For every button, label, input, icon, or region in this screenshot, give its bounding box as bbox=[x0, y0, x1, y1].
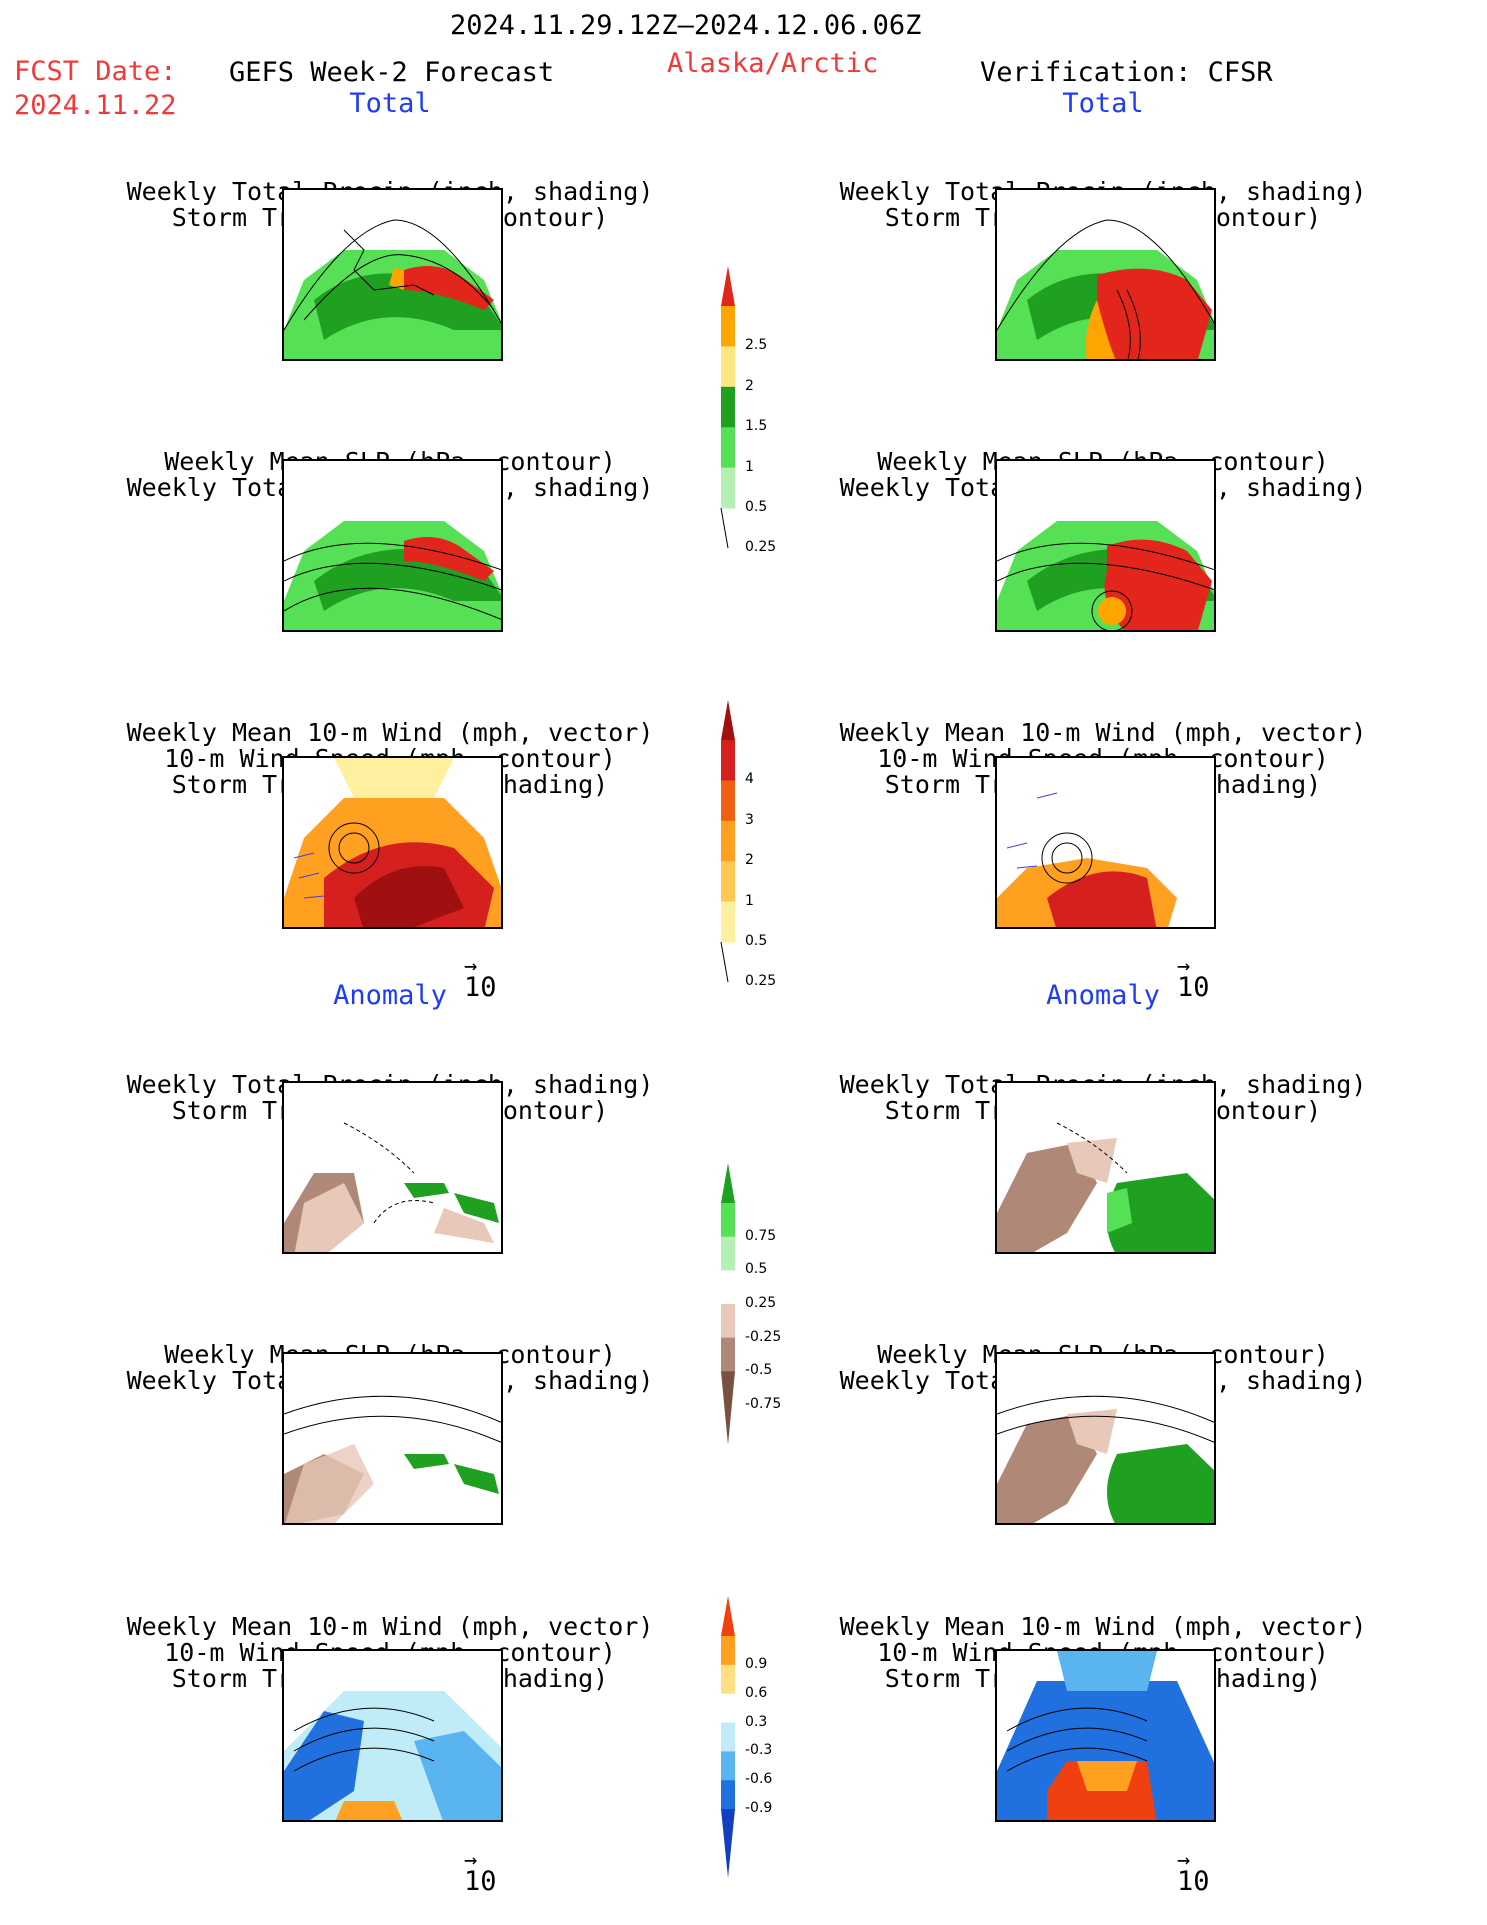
colorbar-tick-label: 0.3 bbox=[745, 1713, 768, 1730]
colorbar-precip-total: 2.5 2 1.5 1 0.5 0.25 bbox=[720, 266, 801, 555]
map-total-precip-cfsr bbox=[995, 188, 1216, 361]
colorbar-tick-label: -0.3 bbox=[745, 1742, 773, 1759]
colorbar-segment bbox=[721, 861, 735, 903]
vector-arrow-icon: → bbox=[1177, 1848, 1191, 1873]
colorbar-bottom-cap bbox=[721, 1809, 735, 1878]
colorbar-tick-label: -0.75 bbox=[745, 1396, 782, 1412]
colorbar-segment bbox=[721, 1337, 735, 1372]
colorbar-segment bbox=[721, 901, 735, 943]
fcst-date-label: FCST Date: bbox=[14, 56, 177, 87]
colorbar-tick-label: -0.9 bbox=[745, 1800, 773, 1817]
colorbar-tick-label: 0.25 bbox=[745, 539, 777, 556]
colorbar-graphic bbox=[721, 1163, 735, 1445]
colorbar-graphic bbox=[720, 266, 735, 549]
colorbar-tick-label: 0.6 bbox=[745, 1684, 768, 1701]
colorbar-tick-label: 0.5 bbox=[745, 499, 768, 515]
colorbar-tick-label: -0.25 bbox=[745, 1328, 782, 1345]
map-total-precip-gefs bbox=[282, 188, 503, 361]
colorbar-tick-label: 0.75 bbox=[745, 1227, 777, 1244]
colorbar-segment bbox=[721, 306, 735, 347]
colorbar-segment bbox=[721, 467, 735, 509]
colorbar-tick-label: 2 bbox=[745, 377, 754, 394]
colorbar-precip-anom: 0.75 0.5 0.25 -0.25 -0.5 -0.75 bbox=[721, 1163, 801, 1445]
fcst-date-value: 2024.11.22 bbox=[14, 90, 177, 121]
section-anomaly-right: Anomaly bbox=[1046, 980, 1160, 1011]
colorbar-tick-label: 2.5 bbox=[745, 337, 768, 354]
colorbar-bottom-cap bbox=[721, 1371, 735, 1445]
map-anom-precip-cfsr bbox=[995, 1081, 1216, 1254]
colorbar-tick-label: 3 bbox=[745, 811, 754, 828]
vector-arrow-icon: → bbox=[1177, 954, 1191, 979]
colorbar-segment bbox=[721, 1780, 735, 1810]
map-anom-wind-cfsr bbox=[995, 1649, 1216, 1822]
colorbar-tick-label: 4 bbox=[745, 771, 754, 788]
vector-arrow-icon: → bbox=[464, 1848, 478, 1873]
colorbar-segment bbox=[721, 740, 735, 781]
colorbar-tail bbox=[720, 941, 729, 983]
colorbar-graphic bbox=[721, 1596, 735, 1878]
colorbar-track-total: 4 3 2 1 0.5 0.25 bbox=[720, 700, 801, 989]
colorbar-tick-label: 0.5 bbox=[745, 1261, 768, 1278]
colorbar-tail bbox=[720, 507, 729, 549]
colorbar-segment bbox=[721, 780, 735, 822]
map-total-slp-gefs bbox=[282, 459, 503, 632]
colorbar-tick-label: 0.5 bbox=[745, 933, 768, 949]
map-anom-slp-cfsr bbox=[995, 1352, 1216, 1525]
colorbar-graphic bbox=[720, 700, 735, 983]
colorbar-tick-label: -0.5 bbox=[745, 1362, 773, 1379]
colorbar-segment bbox=[721, 1751, 735, 1781]
colorbar-segment bbox=[721, 820, 735, 862]
colorbar-tick-label: 0.25 bbox=[745, 1295, 777, 1311]
colorbar-top-cap bbox=[721, 1163, 735, 1203]
colorbar-tick-label: -0.6 bbox=[745, 1771, 773, 1788]
map-anom-wind-gefs bbox=[282, 1649, 503, 1822]
colorbar-top-cap bbox=[721, 266, 735, 306]
map-total-wind-gefs bbox=[282, 756, 503, 929]
colorbar-segment bbox=[721, 1236, 735, 1271]
colorbar-tick-label: 1 bbox=[745, 892, 754, 909]
colorbar-segment bbox=[721, 1693, 735, 1724]
gefs-forecast-title: GEFS Week-2 Forecast bbox=[229, 57, 555, 88]
colorbar-top-cap bbox=[721, 700, 735, 740]
section-anomaly-left: Anomaly bbox=[333, 980, 447, 1011]
map-total-wind-cfsr bbox=[995, 756, 1216, 929]
map-total-slp-cfsr bbox=[995, 459, 1216, 632]
colorbar-segment bbox=[721, 386, 735, 428]
map-anom-precip-gefs bbox=[282, 1081, 503, 1254]
colorbar-tick-label: 0.9 bbox=[745, 1655, 768, 1672]
colorbar-tick-label: 1 bbox=[745, 458, 754, 475]
colorbar-tick-label: 0.25 bbox=[745, 973, 777, 990]
colorbar-top-cap bbox=[721, 1596, 735, 1636]
valid-range-title: 2024.11.29.12Z–2024.12.06.06Z bbox=[450, 10, 922, 41]
colorbar-tick-label: 1.5 bbox=[745, 418, 768, 435]
colorbar-tick-label: 2 bbox=[745, 852, 754, 869]
colorbar-segment bbox=[721, 427, 735, 469]
vector-arrow-icon: → bbox=[464, 954, 478, 979]
colorbar-segment bbox=[721, 1664, 735, 1695]
colorbar-segment bbox=[721, 346, 735, 388]
colorbar-segment bbox=[721, 1270, 735, 1305]
section-total-right: Total bbox=[1062, 88, 1144, 119]
colorbar-segment bbox=[721, 1636, 735, 1666]
section-total-left: Total bbox=[349, 88, 431, 119]
colorbar-segment bbox=[721, 1722, 735, 1752]
region-title: Alaska/Arctic bbox=[667, 48, 879, 79]
colorbar-track-anom: 0.9 0.6 0.3 -0.3 -0.6 -0.9 bbox=[721, 1596, 801, 1878]
colorbar-segment bbox=[721, 1304, 735, 1339]
map-anom-slp-gefs bbox=[282, 1352, 503, 1525]
colorbar-segment bbox=[721, 1203, 735, 1238]
verification-title: Verification: CFSR bbox=[980, 57, 1273, 88]
